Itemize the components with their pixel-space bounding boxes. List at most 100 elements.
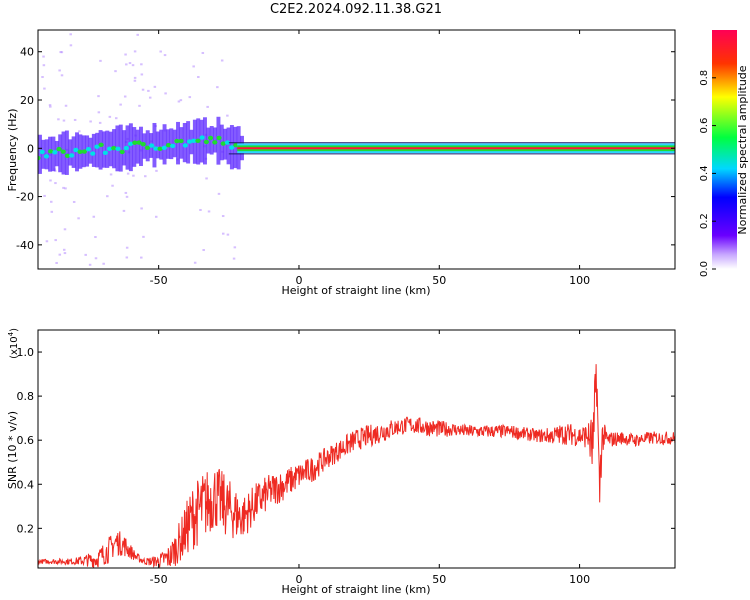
spectrogram-noise-cell bbox=[38, 134, 42, 174]
spectrogram-speckle bbox=[92, 215, 96, 218]
spectrogram-ridge-cell bbox=[81, 149, 87, 154]
spectrogram-speckle bbox=[123, 95, 127, 98]
x-tick-label: 0 bbox=[295, 573, 302, 586]
spectrogram-speckle bbox=[133, 76, 137, 79]
spectrogram-speckle bbox=[153, 85, 157, 88]
spectrogram-ridge-cell bbox=[203, 139, 209, 145]
spectrogram-speckle bbox=[155, 169, 158, 172]
spectrogram-speckle bbox=[201, 51, 205, 54]
spectrogram-ridge-cell bbox=[233, 142, 239, 148]
spectrogram-speckle bbox=[89, 120, 92, 123]
spectrogram-noise-cell bbox=[213, 127, 218, 153]
spectrogram-ridge-cell bbox=[207, 135, 214, 141]
x-tick-label: 50 bbox=[432, 274, 446, 287]
spectrogram-speckle bbox=[128, 62, 132, 65]
spectrogram-speckle bbox=[77, 217, 80, 220]
spectrogram-speckle bbox=[111, 184, 114, 187]
spectrogram-speckle bbox=[147, 89, 150, 92]
spectrogram-ridge-cell bbox=[212, 140, 218, 145]
spectrogram-ridge-cell bbox=[229, 145, 235, 150]
spectrogram-noise-cell bbox=[139, 126, 143, 167]
spectrogram-ridge-cell bbox=[60, 149, 66, 154]
spectrogram-noise-cell bbox=[101, 131, 106, 168]
spectrogram-ridge-cell bbox=[43, 154, 50, 159]
snr-frame bbox=[37, 329, 676, 569]
spectrogram-noise-cell bbox=[41, 139, 46, 169]
spectrogram-noise-cell bbox=[135, 129, 140, 164]
spectrogram-speckle bbox=[133, 79, 137, 82]
spectrogram-ridge-cell bbox=[186, 139, 193, 144]
y-tick-label: 1.0 bbox=[17, 346, 35, 359]
spectrogram-speckle bbox=[119, 103, 122, 106]
spectrogram-speckle bbox=[202, 249, 205, 252]
spectrogram-speckle bbox=[138, 104, 141, 107]
spectrogram-speckle bbox=[132, 174, 135, 177]
spectrogram-ridge-cell bbox=[128, 141, 134, 147]
spectrogram-ridge-cell bbox=[170, 143, 176, 149]
spectrogram-speckle bbox=[131, 64, 135, 67]
spectrogram-ridge-cell bbox=[161, 145, 167, 151]
spectrogram-ridge-cell bbox=[56, 146, 62, 152]
spectrogram-speckle bbox=[62, 248, 66, 251]
spectrogram-speckle bbox=[216, 86, 219, 89]
spectrogram-noise-cell bbox=[98, 130, 103, 170]
spectrogram-ridge-cell bbox=[94, 144, 100, 149]
colorbar-ticks: 0.0 0.2 0.4 0.6 0.8 bbox=[699, 70, 716, 277]
spectrogram-noise-cell bbox=[216, 116, 221, 165]
snr-y-ticks: 0.2 0.4 0.6 0.8 1.0 bbox=[17, 346, 675, 535]
spectrogram-speckle bbox=[88, 263, 92, 266]
spectrogram-speckle bbox=[84, 253, 87, 256]
spectrogram-speckle bbox=[125, 63, 128, 66]
spectrogram-noise-cell bbox=[226, 127, 231, 165]
spectrogram-ridge-cell bbox=[85, 146, 92, 152]
spectrogram-noise-cell bbox=[172, 129, 177, 158]
y-tick-label: 20 bbox=[20, 94, 34, 107]
spectrogram-ridge-cell bbox=[38, 155, 41, 161]
spectrogram-speckle bbox=[159, 50, 162, 53]
snr-x-ticks: -50 0 50 100 bbox=[150, 330, 590, 586]
spectrogram-ridge-cell bbox=[182, 143, 188, 148]
spectrogram-noise-cell bbox=[169, 128, 174, 160]
spectrogram-y-axis-label: Frequency (Hz) bbox=[6, 109, 19, 192]
spectrogram-speckle bbox=[73, 118, 77, 121]
snr-panel: -50 0 50 100 0.2 0.4 0.6 0.8 1.0 Height of stra… bbox=[6, 328, 676, 596]
spectrogram-ridge-cell bbox=[140, 142, 146, 147]
spectrogram-ridge-cell bbox=[153, 146, 159, 151]
snr-y-axis-label: SNR (10 * v/v) bbox=[6, 411, 19, 489]
spectrogram-noise-cell bbox=[88, 137, 93, 164]
spectrogram-speckle bbox=[188, 96, 192, 99]
spectrogram-speckle bbox=[72, 200, 76, 203]
spectrogram-speckle bbox=[50, 200, 53, 203]
spectrogram-ridge-cell bbox=[165, 142, 172, 148]
spectrogram-noise-cell bbox=[91, 133, 96, 167]
spectrogram-ridge-cell bbox=[106, 146, 113, 152]
spectrogram-speckle bbox=[43, 194, 46, 197]
spectrogram-ridge-cell bbox=[119, 149, 125, 155]
spectrogram-noise-cell bbox=[71, 136, 76, 168]
spectrogram-speckle bbox=[106, 195, 109, 198]
spectrogram-noise-cell bbox=[152, 122, 157, 168]
spectrogram-speckle bbox=[94, 257, 98, 260]
spectrogram-speckle bbox=[94, 236, 97, 239]
spectrogram-ridge-cell bbox=[195, 138, 201, 144]
spectrogram-noise-cell bbox=[128, 123, 133, 172]
colorbar-tick-label: 0.2 bbox=[699, 213, 710, 229]
y-tick-label: 40 bbox=[20, 46, 34, 59]
spectrogram-speckle bbox=[49, 179, 52, 182]
spectrogram-speckle bbox=[197, 76, 200, 79]
spectrogram-speckle bbox=[109, 173, 113, 176]
spectrogram-ridge-cell bbox=[69, 153, 75, 158]
spectrogram-speckle bbox=[64, 187, 67, 190]
spectrogram-speckle bbox=[221, 215, 225, 218]
spectrogram-speckle bbox=[54, 182, 57, 185]
spectrogram-speckle bbox=[133, 50, 137, 53]
spectrogram-speckle bbox=[140, 207, 143, 210]
spectrogram-speckle bbox=[57, 118, 60, 121]
spectrogram-speckle bbox=[97, 95, 100, 98]
spectrogram-ridge-cell bbox=[48, 149, 54, 154]
x-tick-label: -50 bbox=[150, 274, 168, 287]
spectrogram-noise-cell bbox=[182, 122, 187, 163]
snr-plot-area bbox=[38, 364, 675, 568]
x-tick-label: 50 bbox=[432, 573, 446, 586]
